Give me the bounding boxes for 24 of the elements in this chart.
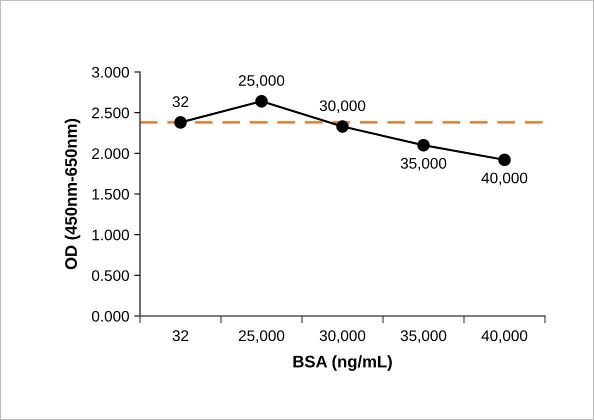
y-tick-label: 3.000 — [92, 66, 129, 78]
y-tick-label: 0.500 — [92, 270, 129, 282]
x-axis-title: BSA (ng/mL) — [293, 355, 392, 371]
y-tick-label: 0.000 — [92, 310, 129, 322]
annotation: 30,000 — [320, 100, 366, 113]
x-tick-label: 40,000 — [481, 330, 528, 343]
annotation: 35,000 — [400, 158, 446, 171]
y-tick-label: 2.500 — [92, 108, 129, 118]
annotation: 25,000 — [238, 75, 284, 88]
x-tick-label: 32 — [172, 330, 188, 342]
point — [498, 154, 511, 166]
point — [255, 95, 268, 108]
y-tick-label: 2.000 — [92, 148, 129, 160]
y-tick-label: 1.000 — [92, 230, 129, 240]
y-tick-label: 1.500 — [92, 188, 129, 200]
x-tick-label: 30,000 — [320, 330, 366, 343]
annotation: 40,000 — [481, 172, 528, 186]
point — [174, 116, 187, 129]
y-axis-title: OD (450nm-650nm) — [64, 118, 80, 270]
point — [417, 138, 430, 152]
x-tick-label: 35,000 — [400, 330, 446, 343]
x-tick-label: 25,000 — [238, 330, 284, 343]
annotation: 32 — [172, 96, 188, 108]
point — [336, 120, 349, 133]
